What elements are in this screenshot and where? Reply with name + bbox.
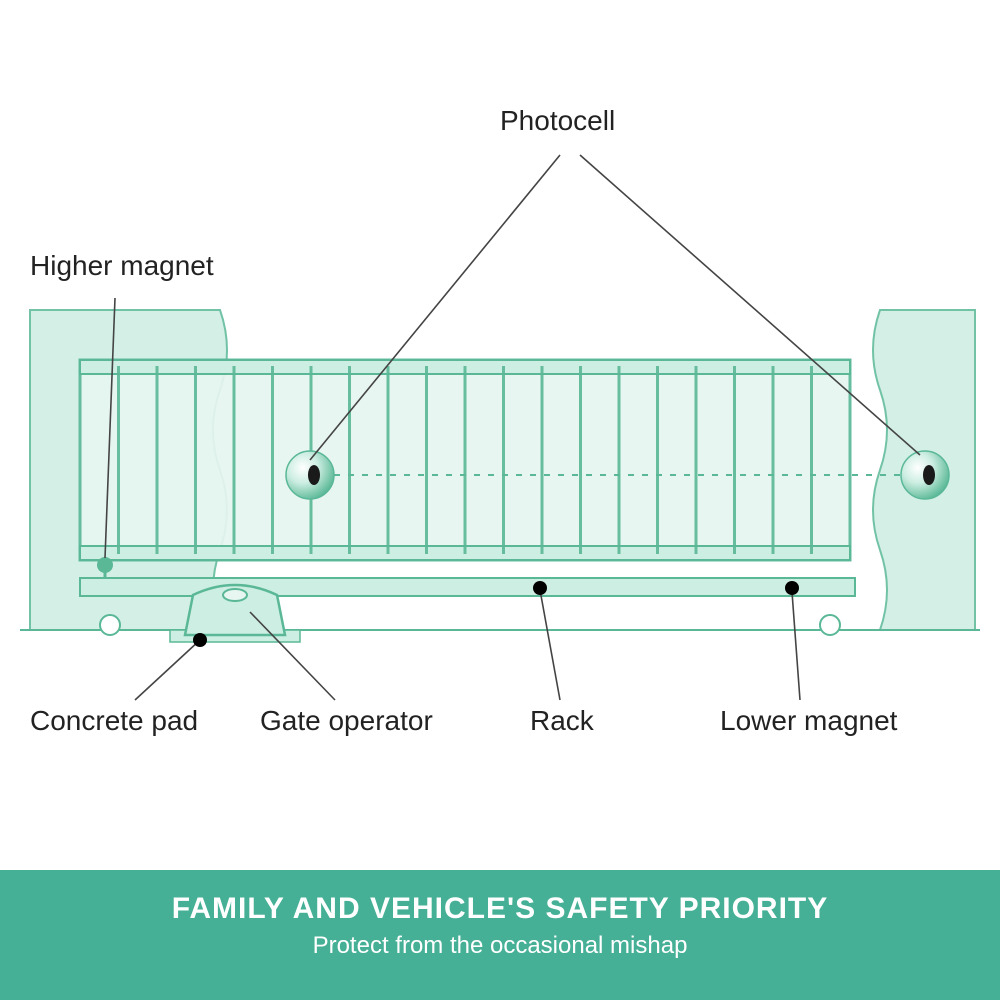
footer-subtitle: Protect from the occasional mishap	[0, 932, 1000, 960]
label-gate-operator: Gate operator	[260, 705, 433, 737]
label-rack: Rack	[530, 705, 594, 737]
label-lower-magnet: Lower magnet	[720, 705, 897, 737]
label-concrete-pad: Concrete pad	[30, 705, 198, 737]
footer-banner: FAMILY AND VEHICLE'S SAFETY PRIORITY Pro…	[0, 870, 1000, 1000]
label-higher-magnet: Higher magnet	[30, 250, 214, 282]
label-photocell: Photocell	[500, 105, 615, 137]
footer-title: FAMILY AND VEHICLE'S SAFETY PRIORITY	[0, 892, 1000, 926]
gate-diagram	[0, 0, 1000, 1000]
